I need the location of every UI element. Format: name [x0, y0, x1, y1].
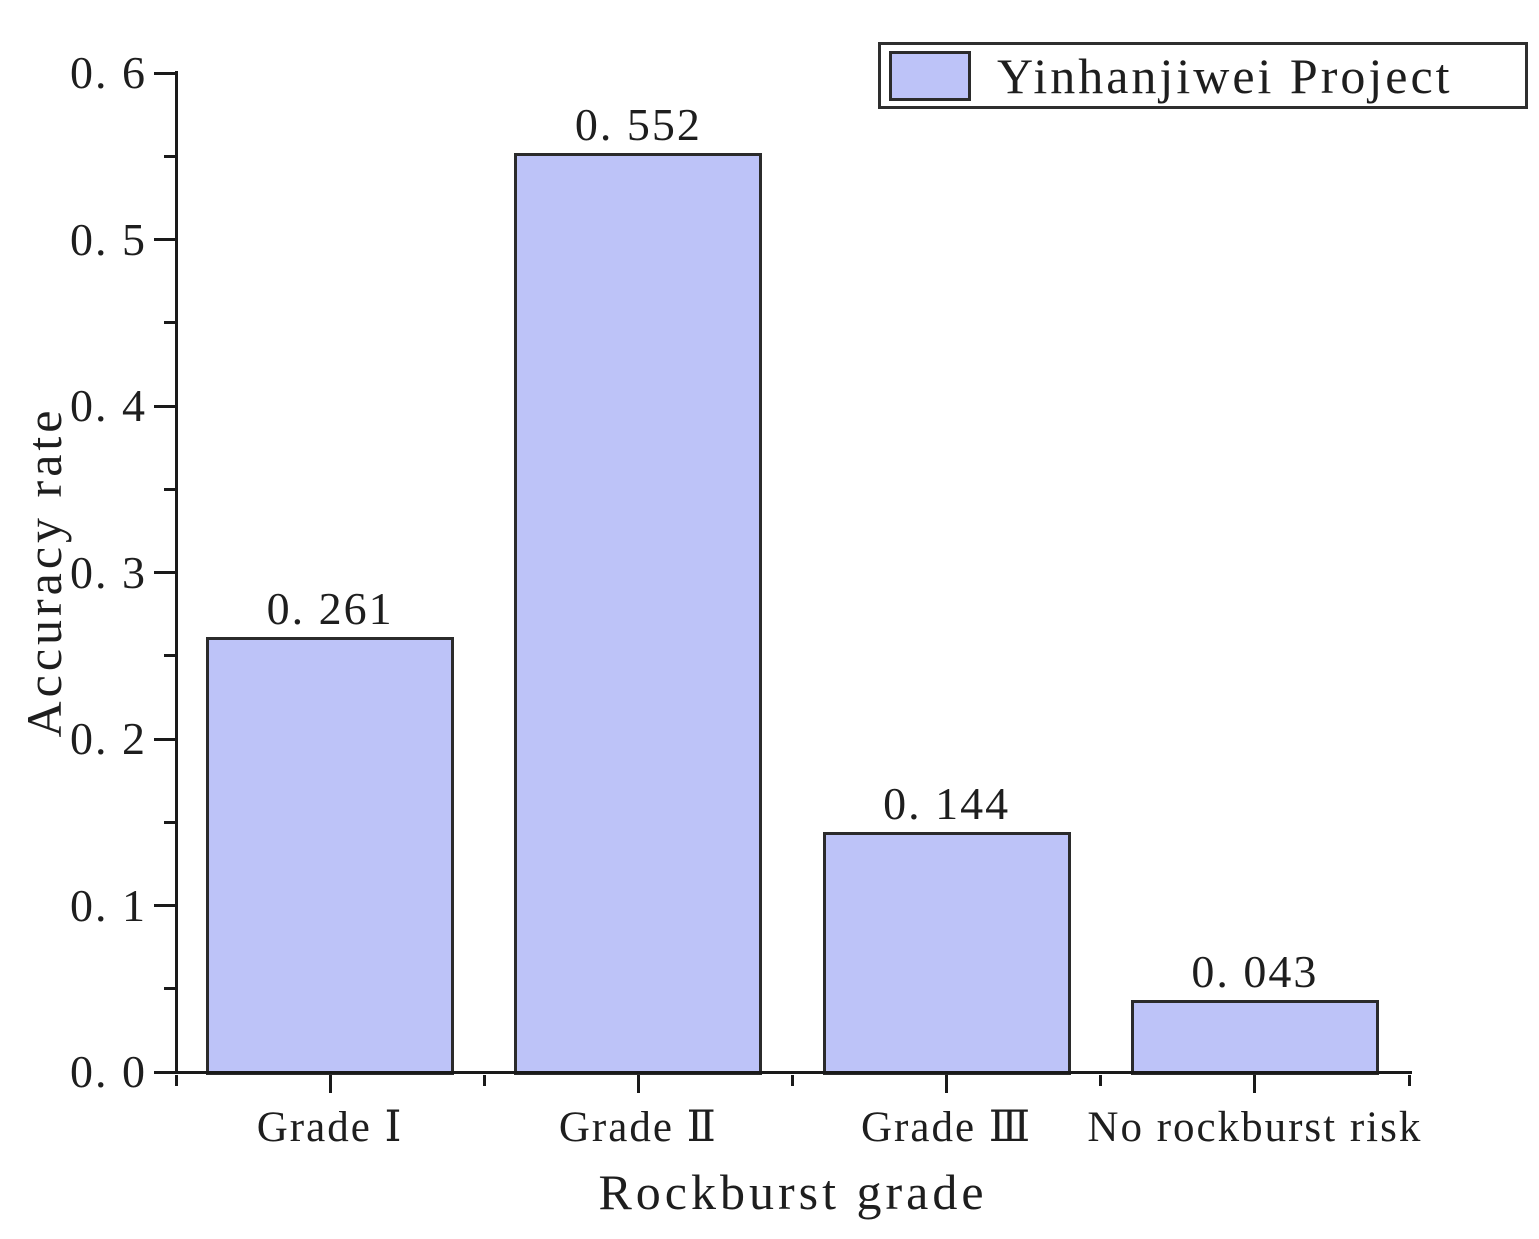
x-tick-label: Grade Ⅱ [558, 1104, 718, 1151]
y-minor-tick [164, 321, 176, 325]
y-tick-label: 0. 1 [70, 879, 147, 931]
legend-series-label: Yinhanjiwei Project [997, 47, 1453, 104]
bar [1130, 1000, 1379, 1075]
y-minor-tick [164, 154, 176, 158]
bar [822, 832, 1071, 1075]
x-boundary-tick [482, 1075, 486, 1086]
x-major-tick [1253, 1075, 1257, 1093]
bar-value-label: 0. 043 [1191, 946, 1319, 998]
y-minor-tick [164, 820, 176, 824]
y-minor-tick [164, 987, 176, 991]
x-major-tick [328, 1075, 332, 1093]
legend-swatch-icon [889, 50, 971, 101]
y-tick-label: 0. 2 [70, 713, 147, 764]
x-major-tick [945, 1075, 949, 1093]
x-tick-label: Grade Ⅲ [860, 1104, 1033, 1151]
y-major-tick [154, 904, 176, 907]
y-minor-tick [164, 654, 176, 658]
x-tick-label: No rockburst risk [1087, 1104, 1423, 1151]
y-tick-label: 0. 4 [70, 380, 147, 431]
x-axis-title: Rockburst grade [598, 1164, 988, 1220]
x-major-tick [636, 1075, 640, 1093]
y-tick-label: 0. 3 [70, 546, 147, 598]
x-tick-label: Grade Ⅰ [256, 1104, 404, 1151]
x-boundary-tick [1099, 1075, 1103, 1086]
x-boundary-tick [1407, 1075, 1411, 1086]
y-major-tick [154, 1070, 176, 1074]
y-tick-label: 0. 0 [70, 1046, 147, 1097]
y-major-tick [154, 238, 176, 241]
bar [206, 637, 455, 1075]
y-minor-tick [164, 487, 176, 491]
x-boundary-tick [174, 1075, 178, 1086]
y-major-tick [154, 571, 176, 574]
y-axis-line [175, 71, 178, 1074]
y-major-tick [154, 737, 176, 741]
y-tick-label: 0. 5 [70, 213, 147, 265]
y-tick-label: 0. 6 [70, 47, 147, 98]
bar-value-label: 0. 144 [883, 778, 1011, 830]
x-axis-line [175, 1071, 1412, 1074]
legend-box: Yinhanjiwei Project [878, 42, 1528, 109]
y-major-tick [154, 71, 176, 75]
bar-value-label: 0. 261 [266, 583, 394, 635]
y-major-tick [154, 404, 176, 408]
bar-value-label: 0. 552 [574, 98, 702, 150]
bar [514, 152, 763, 1075]
x-boundary-tick [791, 1075, 794, 1086]
